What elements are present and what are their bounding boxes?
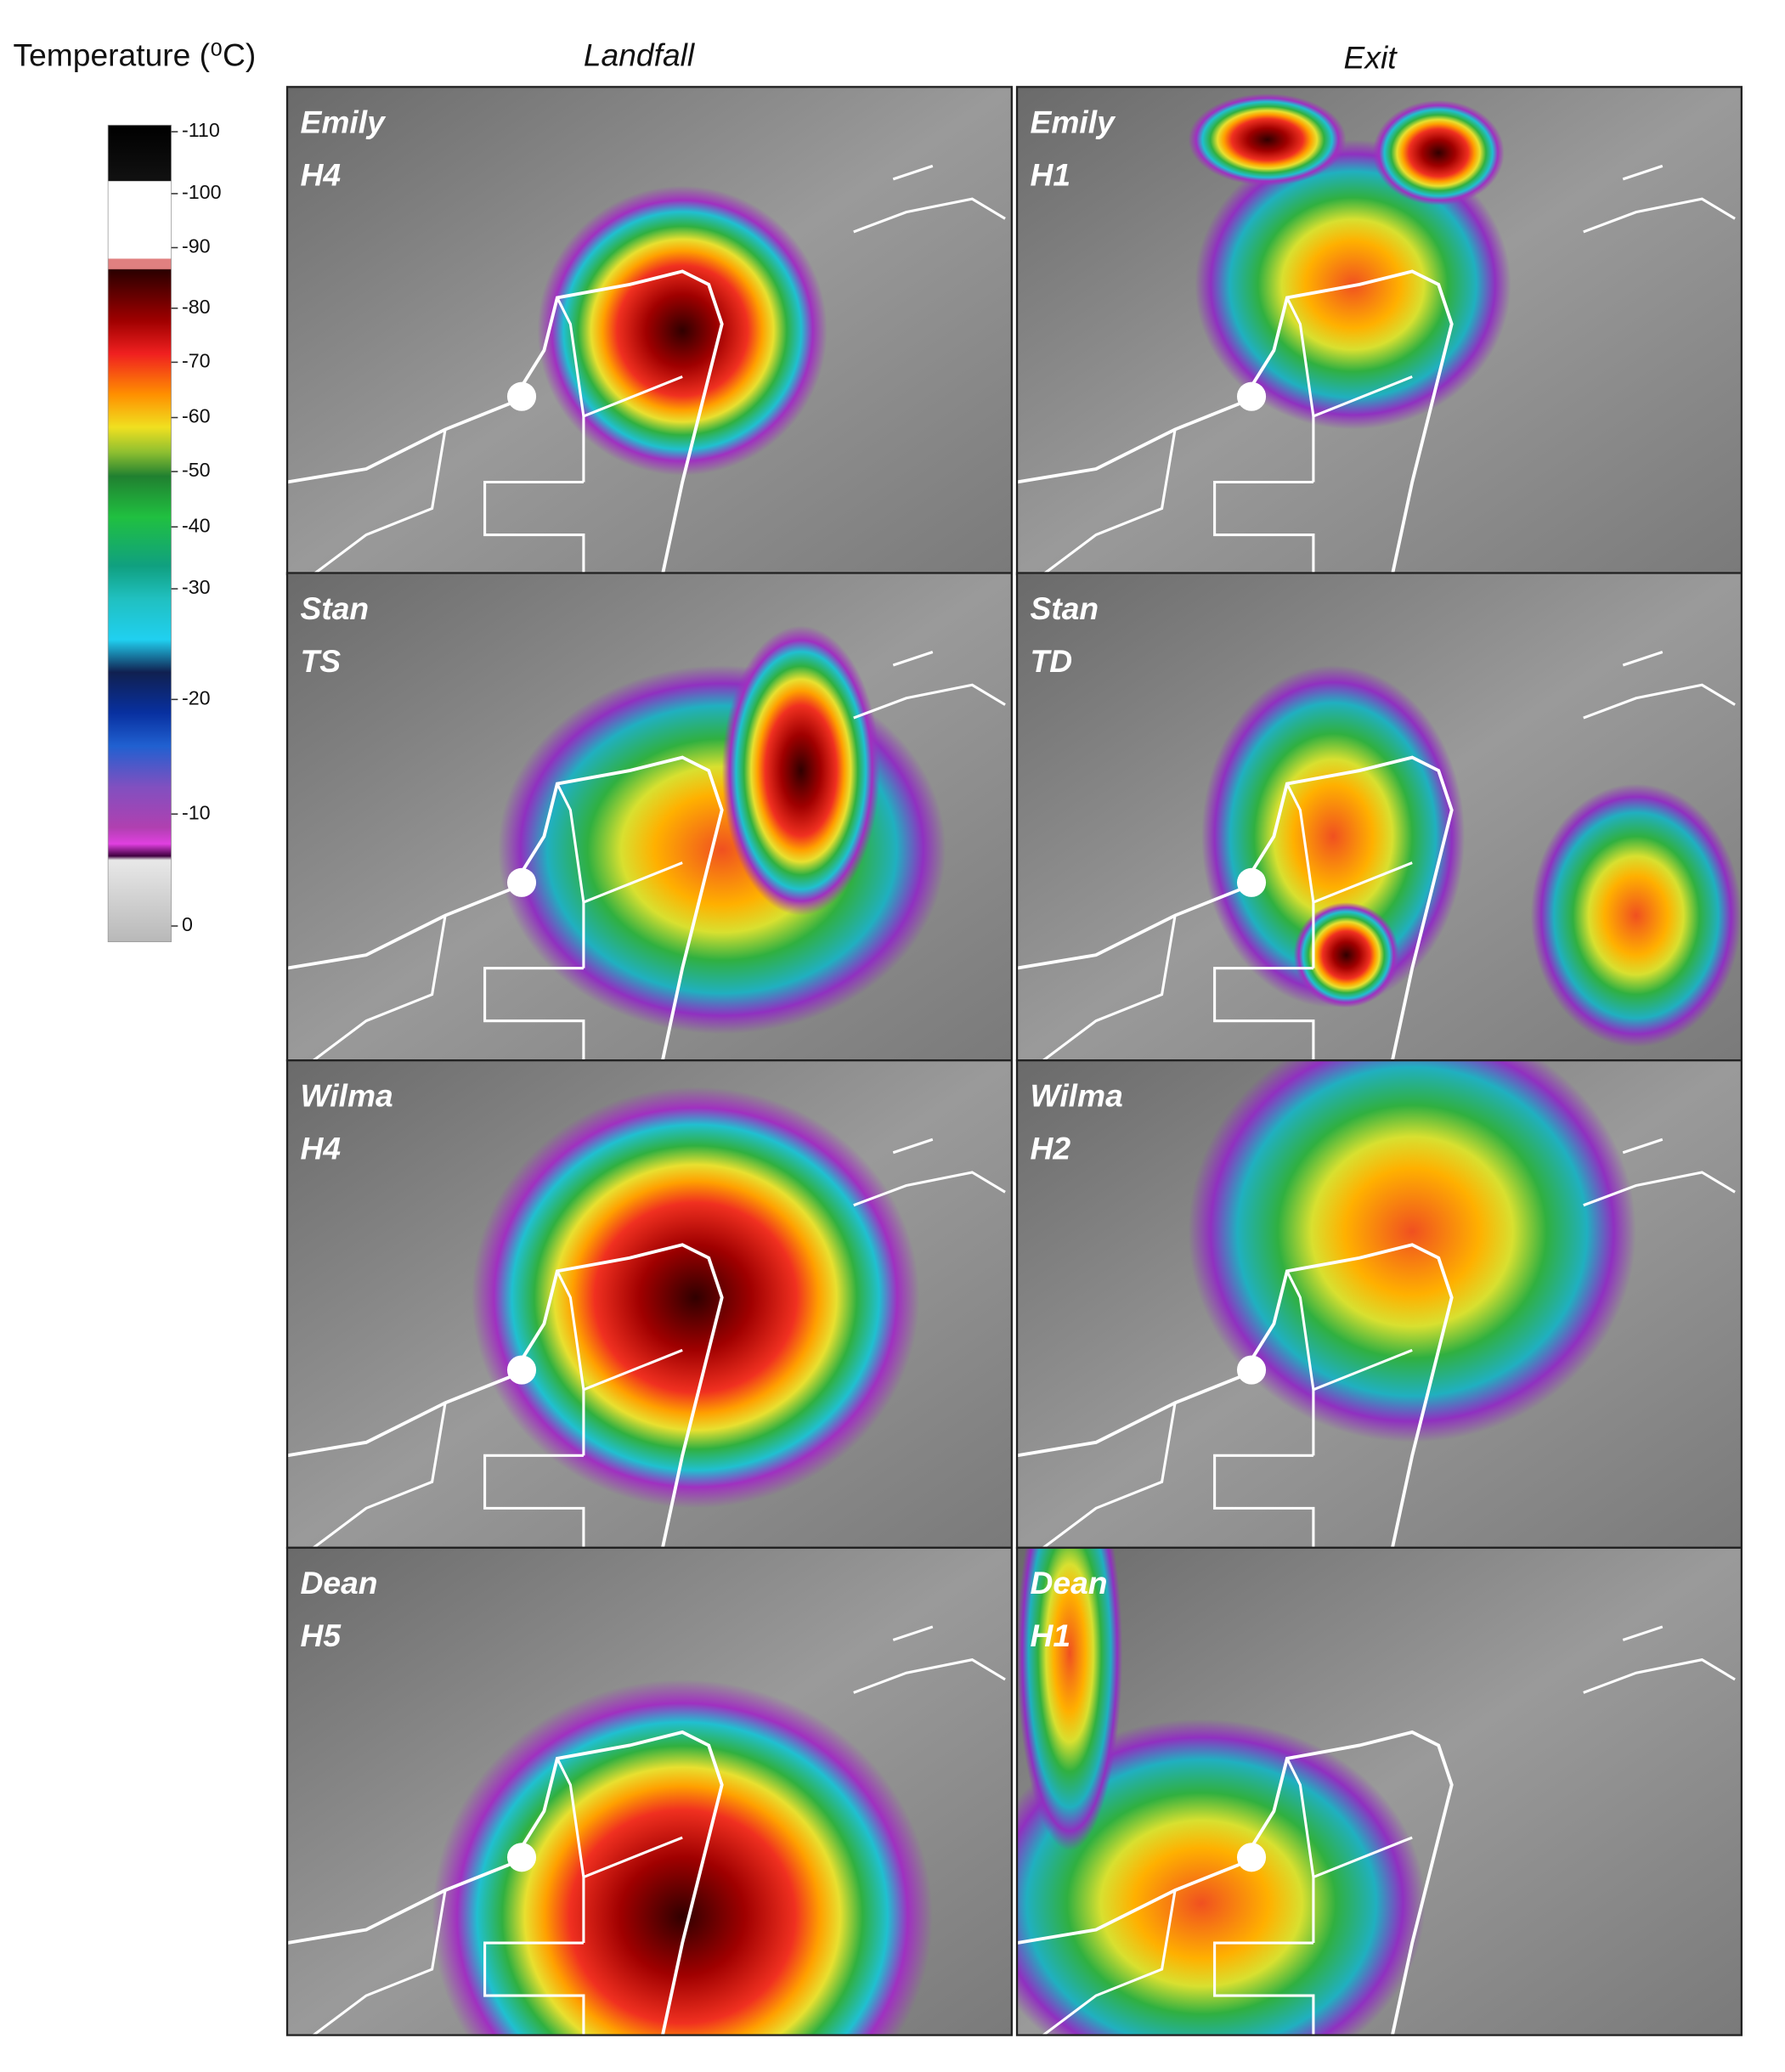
cloud-system <box>498 665 946 1035</box>
panel-image <box>1017 87 1742 575</box>
colorbar-title: Temperature (⁰C) <box>14 37 257 73</box>
cloud-system <box>1017 1547 1123 1851</box>
site-marker <box>506 1843 537 1872</box>
colorbar-tick-label: -50 <box>182 459 211 481</box>
borders <box>313 1625 1006 2035</box>
storm-category: H1 <box>1031 1618 1071 1653</box>
borders <box>1042 164 1736 575</box>
borders <box>1042 651 1736 1061</box>
storm-category: H2 <box>1031 1130 1071 1166</box>
borders <box>313 164 1006 575</box>
storm-name: Emily <box>301 104 387 140</box>
colorbar-tick-label: -110 <box>182 119 220 141</box>
satellite-panel: Wilma H4 <box>285 1059 1013 1550</box>
colorbar-tick-label: -30 <box>182 576 211 598</box>
satellite-panel: Wilma H2 <box>1015 1059 1743 1550</box>
site-marker <box>1236 867 1267 897</box>
panel-image <box>1017 573 1742 1061</box>
storm-category: H5 <box>301 1618 342 1653</box>
storm-name: Emily <box>1031 104 1117 140</box>
storm-name: Dean <box>1031 1565 1108 1601</box>
panel-image <box>1017 1060 1742 1548</box>
column-header: Landfall <box>584 37 696 73</box>
satellite-panel: Dean H5 <box>285 1546 1013 2036</box>
storm-name: Dean <box>301 1565 378 1601</box>
panel-image <box>1017 1547 1742 2035</box>
cloud-system <box>1530 783 1742 1047</box>
storm-category: TS <box>301 643 342 679</box>
colorbar-tick-label: -60 <box>182 405 211 427</box>
borders <box>1042 1625 1736 2035</box>
borders <box>313 651 1006 1061</box>
panel-image <box>287 573 1012 1061</box>
storm-name: Stan <box>301 590 370 626</box>
panel-frame <box>1015 1546 1743 2036</box>
borders <box>313 1138 1006 1548</box>
storm-name: Wilma <box>301 1077 393 1113</box>
cloud-system <box>721 625 880 916</box>
storm-name: Wilma <box>1031 1077 1123 1113</box>
cloud-system <box>472 1087 920 1509</box>
satellite-panel: Emily H4 <box>285 86 1013 576</box>
storm-category: H4 <box>301 157 342 193</box>
storm-name: Stan <box>1031 590 1099 626</box>
site-marker <box>506 1355 537 1385</box>
colorbar-tick-label: -10 <box>182 801 211 823</box>
cloud-system <box>537 185 828 476</box>
cloud-system <box>1201 665 1466 1008</box>
storm-category: TD <box>1031 643 1073 679</box>
borders <box>1042 1138 1736 1548</box>
colorbar-tick-label: -80 <box>182 296 211 318</box>
cloud-system <box>432 1680 933 2035</box>
cloud-system <box>1017 1719 1426 2035</box>
site-marker <box>1236 381 1267 411</box>
storm-category: H4 <box>301 1130 342 1166</box>
cloud-system <box>1188 93 1347 186</box>
column-header: Exit <box>1344 40 1398 76</box>
site-marker <box>1236 1843 1267 1872</box>
colorbar <box>107 124 172 943</box>
cloud-system <box>1188 1060 1636 1442</box>
cloud-system <box>1293 902 1399 1008</box>
site-marker <box>506 867 537 897</box>
storm-category: H1 <box>1031 157 1071 193</box>
panel-image <box>287 1547 1012 2035</box>
colorbar-tick-label: -70 <box>182 350 211 372</box>
site-marker <box>506 381 537 411</box>
satellite-panel: Stan TD <box>1015 572 1743 1062</box>
satellite-panel: Stan TS <box>285 572 1013 1062</box>
satellite-panel: Dean H1 <box>1015 1546 1743 2036</box>
colorbar-tick-label: -100 <box>182 181 222 203</box>
satellite-panel: Emily H1 <box>1015 86 1743 576</box>
colorbar-tick-label: -40 <box>182 514 211 536</box>
panel-frame <box>285 1546 1013 2036</box>
colorbar-tick-label: -20 <box>182 686 211 709</box>
colorbar-tick-label: 0 <box>182 913 193 935</box>
cloud-system <box>1372 99 1505 206</box>
colorbar-tick-label: -90 <box>182 235 211 257</box>
panel-image <box>287 87 1012 575</box>
site-marker <box>1236 1355 1267 1385</box>
panel-image <box>287 1060 1012 1548</box>
